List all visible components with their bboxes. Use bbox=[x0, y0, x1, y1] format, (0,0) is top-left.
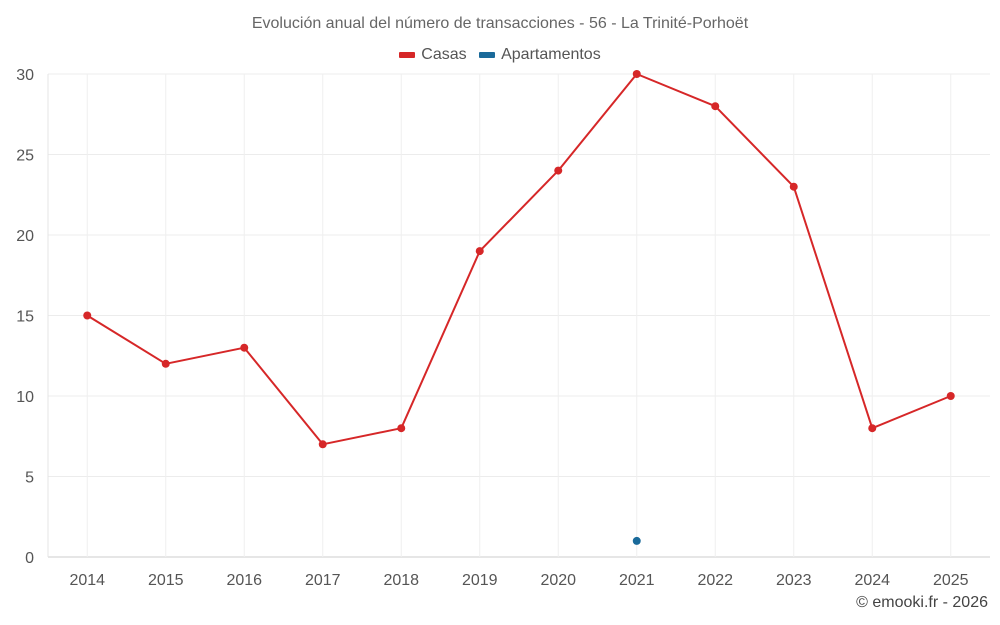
legend-swatch-casas bbox=[399, 52, 416, 58]
y-tick-label: 5 bbox=[25, 470, 34, 487]
series-line-casas bbox=[86, 73, 952, 446]
x-tick-label: 2016 bbox=[226, 572, 262, 589]
x-tick-label: 2014 bbox=[69, 572, 105, 589]
x-tick-label: 2015 bbox=[148, 572, 184, 589]
legend-label-casas: Casas bbox=[421, 46, 467, 63]
x-tick-label: 2022 bbox=[697, 572, 733, 589]
credit-text: © emooki.fr - 2026 bbox=[856, 594, 988, 611]
legend-label-apartamentos: Apartamentos bbox=[501, 46, 601, 63]
data-point-casas bbox=[632, 70, 641, 78]
data-point-casas bbox=[868, 424, 877, 433]
y-tick-label: 0 bbox=[25, 550, 34, 567]
y-tick-label: 30 bbox=[16, 67, 34, 84]
data-point-casas bbox=[475, 247, 484, 256]
data-point-casas bbox=[318, 440, 327, 449]
data-point-casas bbox=[240, 343, 249, 352]
legend-item-apartamentos[interactable]: Apartamentos bbox=[479, 46, 601, 64]
data-point-casas bbox=[711, 102, 720, 111]
legend-item-casas[interactable]: Casas bbox=[399, 46, 467, 64]
x-tick-label: 2017 bbox=[305, 572, 341, 589]
data-point-casas bbox=[946, 392, 955, 400]
legend: Casas Apartamentos bbox=[0, 45, 1000, 64]
data-point-casas bbox=[554, 166, 563, 175]
x-tick-label: 2019 bbox=[462, 572, 498, 589]
x-tick-label: 2020 bbox=[540, 572, 576, 589]
y-tick-label: 15 bbox=[16, 309, 34, 326]
x-tick-label: 2021 bbox=[619, 572, 655, 589]
data-point-casas bbox=[789, 182, 798, 191]
data-point-apartamentos bbox=[632, 536, 641, 545]
chart-title: Evolución anual del número de transaccio… bbox=[251, 15, 749, 32]
y-tick-label: 20 bbox=[16, 228, 34, 245]
data-point-casas bbox=[83, 311, 92, 320]
legend-swatch-apartamentos bbox=[479, 52, 496, 58]
data-point-casas bbox=[397, 424, 406, 433]
x-tick-label: 2024 bbox=[854, 572, 890, 589]
x-tick-label: 2018 bbox=[383, 572, 419, 589]
x-tick-label: 2025 bbox=[933, 572, 969, 589]
y-tick-label: 25 bbox=[16, 148, 34, 165]
y-tick-label: 10 bbox=[16, 389, 34, 406]
data-point-casas bbox=[161, 359, 170, 368]
x-tick-label: 2023 bbox=[776, 572, 812, 589]
